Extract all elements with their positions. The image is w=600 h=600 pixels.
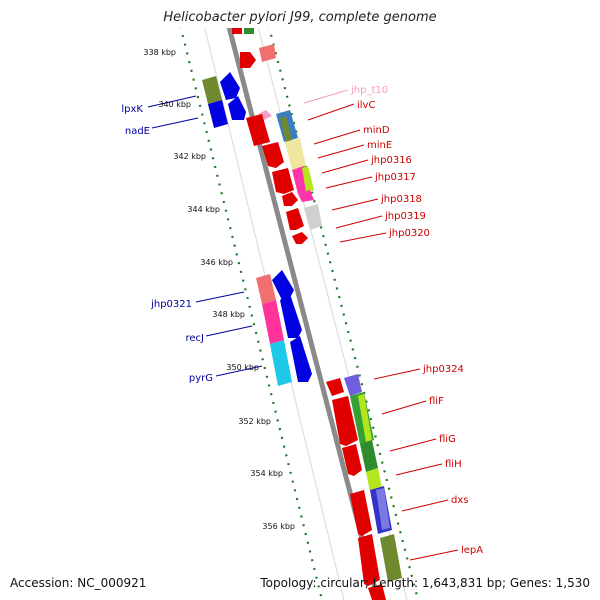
kbp-tick-label: 340 kbp bbox=[158, 100, 191, 109]
gene-label-minD[interactable]: minD bbox=[363, 125, 390, 136]
kbp-tick-label: 342 kbp bbox=[173, 152, 206, 161]
gene-label-recJ[interactable]: recJ bbox=[186, 333, 205, 344]
gene-label-minE[interactable]: minE bbox=[367, 140, 392, 151]
kbp-tick-label: 348 kbp bbox=[212, 310, 245, 319]
gene-block-jhp0321 bbox=[256, 270, 312, 386]
topology-text: Topology: circular; Length: 1,643,831 bp… bbox=[260, 576, 590, 590]
gene-label-jhp0324[interactable]: jhp0324 bbox=[422, 364, 464, 375]
gene-label-pyrG[interactable]: pyrG bbox=[189, 373, 213, 384]
kbp-tick-label: 350 kbp bbox=[226, 363, 259, 372]
gene-label-jhp0318[interactable]: jhp0318 bbox=[380, 194, 422, 205]
label-connectors bbox=[147, 89, 459, 561]
gene-label-nadE[interactable]: nadE bbox=[125, 126, 150, 137]
kbp-tick-label: 344 kbp bbox=[187, 205, 220, 214]
top-partial-genes bbox=[232, 28, 276, 68]
kbp-tick-label: 354 kbp bbox=[250, 469, 283, 478]
inner-tick-ring bbox=[179, 28, 324, 600]
map-title: Helicobacter pylori J99, complete genome bbox=[163, 10, 437, 25]
gene-label-jhp0317[interactable]: jhp0317 bbox=[374, 172, 416, 183]
gene-label-jhp0319[interactable]: jhp0319 bbox=[384, 211, 426, 222]
kbp-tick-label: 346 kbp bbox=[200, 258, 233, 267]
gene-label-lpxK[interactable]: lpxK bbox=[121, 104, 143, 115]
gene-label-fliG[interactable]: fliG bbox=[439, 434, 456, 445]
accession-text: Accession: NC_000921 bbox=[10, 576, 147, 590]
gene-label-jhp0320[interactable]: jhp0320 bbox=[388, 228, 430, 239]
gene-label-dxs[interactable]: dxs bbox=[451, 495, 468, 506]
gene-label-fliF[interactable]: fliF bbox=[429, 396, 444, 407]
gene-label-jhp0321[interactable]: jhp0321 bbox=[150, 299, 192, 310]
gene-label-fliH[interactable]: fliH bbox=[445, 459, 462, 470]
gene-label-jhp0316[interactable]: jhp0316 bbox=[370, 155, 412, 166]
kbp-tick-label: 356 kbp bbox=[262, 522, 295, 531]
kbp-tick-label: 352 kbp bbox=[238, 417, 271, 426]
gene-label-lepA[interactable]: lepA bbox=[461, 545, 483, 556]
kbp-tick-label: 338 kbp bbox=[143, 48, 176, 57]
gene-label-ilvC[interactable]: ilvC bbox=[357, 100, 375, 111]
gene-block-fliF bbox=[326, 374, 402, 600]
gene-label-jhp_t10[interactable]: jhp_t10 bbox=[350, 85, 388, 96]
gene-block-ilvC bbox=[246, 110, 322, 244]
gene-block-lpxK bbox=[202, 72, 246, 128]
